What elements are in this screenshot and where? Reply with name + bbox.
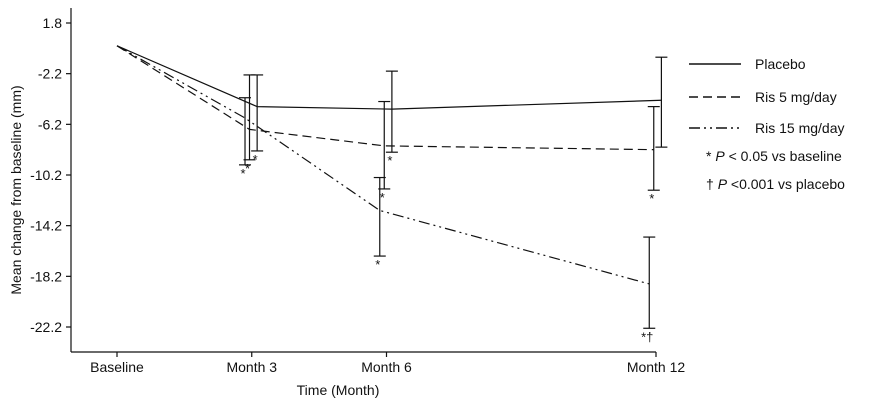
y-tick-label: -2.2 <box>38 66 62 82</box>
legend-label-0: Placebo <box>755 56 806 72</box>
legend-label-1: Ris 5 mg/day <box>755 89 837 105</box>
significance-marker: * <box>375 257 380 272</box>
legend-note-1: † P <0.001 vs placebo <box>706 176 845 192</box>
x-tick-label: Month 12 <box>627 359 686 375</box>
significance-marker: *† <box>641 329 653 344</box>
series-line-1 <box>116 45 654 151</box>
y-tick-label: -14.2 <box>30 218 62 234</box>
y-tick-label: -10.2 <box>30 167 62 183</box>
legend-label-2: Ris 15 mg/day <box>755 120 844 136</box>
y-tick-label: -6.2 <box>38 116 62 132</box>
y-tick-label: -18.2 <box>30 268 62 284</box>
x-tick-label: Month 3 <box>226 359 277 375</box>
y-tick-label: -22.2 <box>30 319 62 335</box>
significance-marker: * <box>649 191 654 206</box>
series-line-0 <box>116 45 662 110</box>
series-line-2 <box>116 45 650 285</box>
significance-marker: * <box>245 161 250 176</box>
x-tick-label: Baseline <box>90 359 144 375</box>
plot-area: 1.8 -2.2 -6.2 -10.2 -14.2 -18.2 -22.2 Baseline M… <box>30 8 685 375</box>
significance-marker: * <box>240 166 245 181</box>
legend: Placebo Ris 5 mg/day Ris 15 mg/day * P < 0.… <box>689 56 845 192</box>
y-axis-title: Mean change from baseline (mm) <box>8 85 24 294</box>
x-tick-label: Month 6 <box>361 359 412 375</box>
y-tick-label: 1.8 <box>43 15 63 31</box>
legend-note-0: * P < 0.05 vs baseline <box>706 148 842 164</box>
significance-marker: * <box>380 190 385 205</box>
significance-marker: * <box>387 153 392 168</box>
x-axis-title: Time (Month) <box>297 382 380 398</box>
